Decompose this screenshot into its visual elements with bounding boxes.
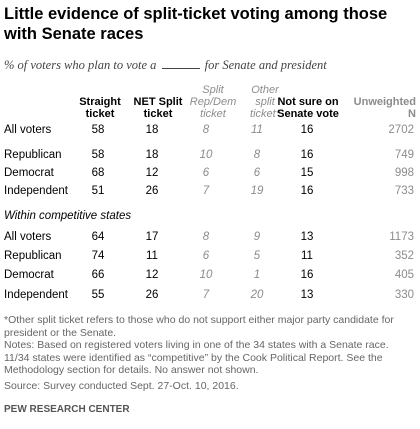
row-label: Republican [4,250,62,262]
cell-straight: 55 [91,289,105,301]
cell-net-split: 18 [145,124,159,136]
cell-net-split: 26 [145,185,159,197]
header-line: Rep/Dem [189,96,237,108]
cell-other-split: 9 [253,231,261,243]
cell-not-sure: 16 [300,269,314,281]
cell-other-split: 6 [253,167,261,179]
table-title: Little evidence of split-ticket voting a… [4,5,388,43]
cell-split-rep-dem: 8 [202,124,210,136]
cell-split-rep-dem: 6 [202,167,210,179]
subtitle-text-start: % of voters who plan to vote a [4,58,157,72]
cell-not-sure: 13 [300,289,314,301]
subtitle-text-end: for Senate and president [204,58,327,72]
table-row: Republican 74 11 6 5 11 352 [0,250,420,266]
cell-split-rep-dem: 8 [202,231,210,243]
row-label: Republican [4,149,62,161]
table-row: Democrat 68 12 6 6 15 998 [0,167,420,183]
cell-net-split: 18 [145,149,159,161]
header-line: Unweighted [353,96,416,108]
cell-straight: 51 [91,185,105,197]
header-line: Not sure on [277,96,339,108]
cell-n: 749 [394,149,414,161]
table-row: Independent 55 26 7 20 13 330 [0,289,420,305]
cell-net-split: 11 [146,250,158,262]
cell-n: 352 [394,250,414,262]
header-line: Straight [79,96,121,108]
header-unweighted-n: Unweighted N [336,96,416,120]
cell-other-split: 5 [253,250,261,262]
cell-other-split: 1 [253,269,261,281]
cell-straight: 68 [91,167,105,179]
cell-not-sure: 16 [300,124,314,136]
cell-n: 998 [394,167,414,179]
source-text: Source: Survey conducted Sept. 27-Oct. 1… [4,380,239,392]
row-label: Independent [4,289,68,301]
row-label: All voters [4,124,52,136]
table-row: All voters 58 18 8 11 16 2702 [0,124,420,140]
notes-text: Notes: Based on registered voters living… [4,339,389,376]
header-line: ticket [85,108,115,120]
cell-other-split: 20 [250,289,264,301]
cell-not-sure: 11 [301,250,313,262]
table-row: Republican 58 18 10 8 16 749 [0,149,420,165]
cell-not-sure: 16 [300,185,314,197]
header-line: split [255,96,275,108]
cell-split-rep-dem: 7 [202,185,210,197]
row-label: All voters [4,231,52,243]
cell-split-rep-dem: 10 [199,269,213,281]
cell-net-split: 17 [145,231,159,243]
cell-split-rep-dem: 7 [202,289,210,301]
footer-credit: PEW RESEARCH CENTER [4,404,130,415]
cell-straight: 64 [91,231,105,243]
row-label: Democrat [4,269,54,281]
footnote-other-split: *Other split ticket refers to those who … [4,314,394,339]
cell-n: 733 [394,185,414,197]
header-split-rep-dem-ticket: Split Rep/Dem ticket [188,84,238,120]
header-line: ticket [143,108,173,120]
cell-net-split: 26 [145,289,159,301]
row-label: Independent [4,185,68,197]
header-other-split-ticket: Other split ticket* [240,84,290,120]
header-line: N [408,108,416,120]
table-row: Independent 51 26 7 19 16 733 [0,185,420,201]
cell-n: 405 [394,269,414,281]
section-heading-competitive: Within competitive states [4,210,132,222]
header-line: ticket [200,108,226,120]
row-label: Democrat [4,167,54,179]
cell-other-split: 8 [253,149,261,161]
header-line: Senate vote [277,108,339,120]
header-net-split-ticket: NET Split ticket [126,96,190,120]
cell-net-split: 12 [145,269,159,281]
header-line: ticket* [250,108,280,120]
cell-split-rep-dem: 6 [202,250,210,262]
cell-straight: 58 [91,149,105,161]
cell-straight: 74 [91,250,105,262]
table-subtitle: % of voters who plan to vote a for Senat… [4,58,327,73]
cell-not-sure: 16 [300,149,314,161]
table-row: Democrat 66 12 10 1 16 405 [0,269,420,285]
cell-split-rep-dem: 10 [199,149,213,161]
cell-n: 2702 [388,124,414,136]
cell-straight: 58 [91,124,105,136]
cell-net-split: 12 [145,167,159,179]
header-line: NET Split [133,96,183,108]
header-not-sure-senate: Not sure on Senate vote [268,96,348,120]
header-line: Other [251,84,279,96]
cell-straight: 66 [91,269,105,281]
header-line: Split [202,84,224,96]
cell-n: 1173 [389,231,414,243]
header-straight-ticket: Straight ticket [74,96,126,120]
cell-other-split: 11 [251,124,263,136]
cell-not-sure: 15 [300,167,314,179]
cell-not-sure: 13 [300,231,314,243]
subtitle-blank-line [161,59,200,69]
table-row: All voters 64 17 8 9 13 1173 [0,231,420,247]
cell-other-split: 19 [250,185,264,197]
cell-n: 330 [394,289,414,301]
